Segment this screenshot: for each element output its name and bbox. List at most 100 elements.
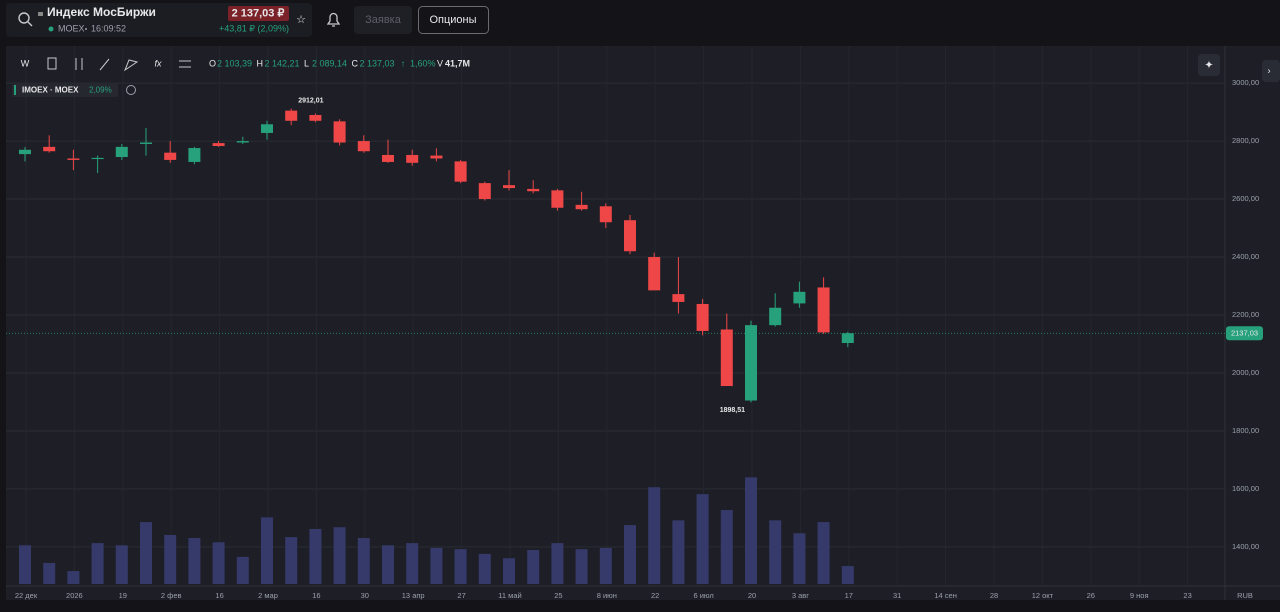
candle-body [769,307,782,326]
candle-body [91,157,104,160]
search-icon [27,21,33,27]
volume-bar [140,522,152,584]
x-tick-label: 22 [651,591,659,600]
x-tick-label: 19 [119,591,127,600]
interval-button[interactable]: W [21,58,30,68]
volume-bar [696,494,709,584]
x-tick-label: 26 [1087,591,1095,600]
candle-body [67,158,80,160]
ohlc-label: C [352,58,359,68]
candle-body [648,257,661,291]
y-tick-label: 3000,00 [1232,78,1259,87]
volume-bar [793,533,806,584]
candle-body [43,146,56,152]
volume-bar [551,543,564,584]
extreme-label: 2912,01 [298,97,323,104]
x-tick-label: 30 [361,591,369,600]
x-tick-label: 9 ноя [1130,591,1149,600]
candle-body [430,155,443,159]
indicator-icon[interactable] [47,57,57,70]
volume-bar [212,542,225,584]
collapse-button[interactable] [1262,60,1280,82]
candle-body [696,303,709,331]
x-tick-label: 11 май [498,591,521,600]
candle-body [261,124,273,133]
volume-bar [672,520,685,584]
chart-type-icon[interactable] [75,58,83,70]
x-tick-label: 2026 [66,591,83,600]
favorite-star[interactable]: ☆ [296,14,306,26]
order-button-label: Заявка [365,14,402,26]
candle-body [285,110,298,121]
price-badge [228,6,289,21]
candle-body [551,190,564,208]
add-indicator[interactable] [126,85,136,95]
search-icon[interactable] [18,12,30,24]
y-tick-label: 1400,00 [1232,542,1259,551]
volume-bar [382,545,394,584]
order-button[interactable] [354,6,412,34]
candle-body [454,161,467,182]
x-tick-label: 8 июн [597,591,617,600]
arrow: ↑ [401,58,406,68]
options-button[interactable] [418,6,489,34]
volume-bar [503,558,515,584]
x-tick-label: 6 июл [693,591,713,600]
ohlc-label: H [257,58,264,68]
x-tick-label: 25 [554,591,562,600]
status-dot [48,26,54,32]
x-tick-label: 17 [845,591,853,600]
ai-button[interactable] [1198,54,1220,76]
candle-body [164,152,177,160]
x-tick-label: 27 [457,591,465,600]
y-tick-label: 2600,00 [1232,194,1259,203]
volume-bar [624,525,636,584]
candle-body [599,206,612,223]
volume-bar [261,517,273,584]
volume-bar [841,566,854,584]
settings-icon[interactable] [179,60,191,68]
x-tick-label: 14 сен [934,591,957,600]
legend [12,83,118,97]
candle-body [624,220,636,252]
last-price-label: 2137,03 [1231,329,1258,338]
y-tick-label: 1600,00 [1232,484,1259,493]
candle-body [236,141,249,143]
y-tick-label: 2800,00 [1232,136,1259,145]
ohlc-value: 2 137,03 [360,58,395,68]
candle-body [188,148,201,162]
volume-bar [67,571,80,584]
candle-body [357,141,370,152]
candle-body [309,114,322,121]
formula-icon[interactable]: fx [154,58,162,68]
chart-panel [6,46,1280,600]
draw-icon[interactable] [99,58,110,71]
volume-bar [43,562,56,584]
y-tick-label: 1800,00 [1232,426,1259,435]
last-price-badge [1226,326,1263,341]
x-tick-label: 3 авг [792,591,809,600]
legend-change: 2,09% [89,86,112,95]
volume-bar [769,520,782,584]
ohlc-value: 2 103,39 [217,58,252,68]
candle-body [406,154,419,163]
ai-icon: ✦ [1204,59,1213,71]
volume-bar [648,487,661,584]
bell-icon[interactable] [326,12,341,27]
candle-body [503,185,515,189]
options-button-label: Опционы [429,14,476,26]
legend-name: IMOEX · MOEX [22,86,79,95]
volume-bar [236,556,249,584]
x-tick-label: 28 [990,591,998,600]
volume-bar [357,537,370,584]
time: 16:09:52 [91,23,126,33]
volume-bar [91,543,104,584]
candle-body [672,294,685,302]
candle-body [382,154,394,162]
volume-value: 41,7M [445,58,470,68]
volume-bar [309,528,322,584]
candle-body [115,146,128,158]
candle-body [841,333,854,344]
x-tick-label: 2 фев [161,591,182,600]
brush-icon[interactable] [123,59,139,72]
